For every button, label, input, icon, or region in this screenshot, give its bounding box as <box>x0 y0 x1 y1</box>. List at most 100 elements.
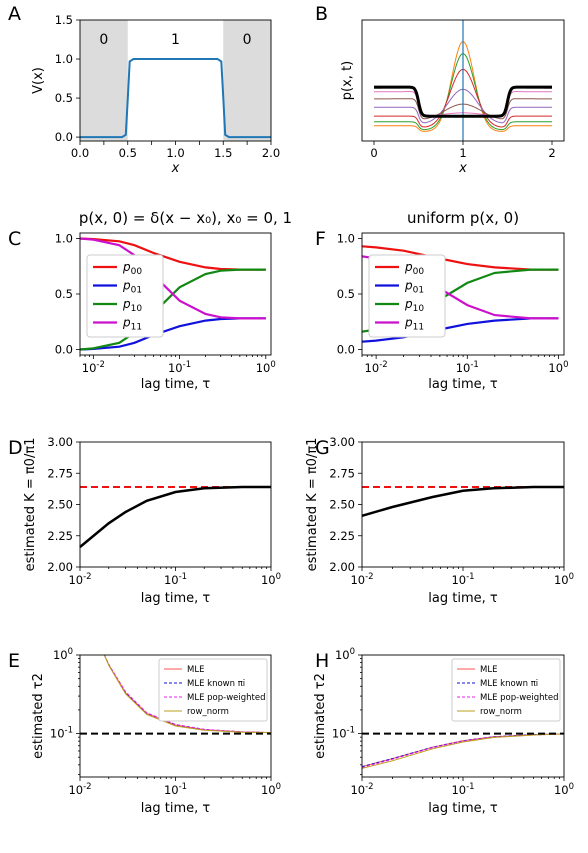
x-tick-label: 2 <box>548 146 555 160</box>
x-axis-label: lag time, τ <box>428 591 498 606</box>
potential-curve <box>80 58 271 139</box>
legend-box <box>368 254 446 338</box>
legend-entry: MLE known πi <box>187 679 245 689</box>
y-tick-label: 1.0 <box>55 232 73 246</box>
legend-entry: p00 <box>122 260 142 277</box>
y-axis-label: estimated K = π0/π1 <box>305 438 320 572</box>
steady-state-curve <box>374 85 552 118</box>
legend-entry: row_norm <box>187 707 229 717</box>
plot-frame <box>361 441 565 568</box>
panel-title: uniform p(x, 0) <box>407 209 519 227</box>
y-axis-label: estimated τ2 <box>313 673 328 759</box>
series-p11 <box>79 237 266 320</box>
x-tick-label: 10-2 <box>68 782 91 797</box>
panel-b: 0 1 2 x p(x, t) B <box>315 3 565 176</box>
series-line <box>362 733 564 769</box>
y-tick-label: 3.00 <box>47 435 73 449</box>
x-tick-label: 100 <box>554 782 574 797</box>
y-axis-label: estimated τ2 <box>31 673 46 759</box>
x-axis-label: lag time, τ <box>141 801 211 816</box>
legend-entry: MLE known πi <box>480 679 538 689</box>
y-tick-label: 1.5 <box>55 13 73 27</box>
panel-label-a: A <box>8 3 21 25</box>
panel-title: p(x, 0) = δ(x − x₀), x₀ = 0, 1 <box>79 209 292 227</box>
x-tick-label: 100 <box>256 360 276 375</box>
series-group <box>362 733 564 769</box>
shaded-region <box>223 20 271 141</box>
legend-entry: MLE pop-weighted <box>480 693 558 703</box>
x-axis-label: lag time, τ <box>141 591 211 606</box>
y-tick-label: 2.50 <box>47 498 73 512</box>
x-tick-label: 10-2 <box>365 360 388 375</box>
legend-entry: row_norm <box>480 707 522 717</box>
x-tick-label: 10-2 <box>350 782 373 797</box>
panel-g: 10-2 10-1 100 2.00 2.25 2.50 2.75 3.00 lag time,… <box>305 435 574 606</box>
series-line <box>362 733 564 768</box>
panel-label-g: G <box>315 437 330 459</box>
y-tick-label: 2.25 <box>329 529 355 543</box>
x-axis-label: lag time, τ <box>428 377 498 392</box>
x-tick-label: 100 <box>548 360 568 375</box>
panel-h: 10-2 10-1 100 10-1 100 lag time, τ estimated τ… <box>313 647 574 816</box>
x-tick-label: 1 <box>459 146 466 160</box>
y-tick-label: 0.0 <box>55 342 73 356</box>
x-tick-label: 1.0 <box>166 146 184 160</box>
y-tick-label: 3.00 <box>329 435 355 449</box>
panel-label-b: B <box>315 3 328 25</box>
x-tick-label: 10-1 <box>451 572 474 587</box>
y-tick-label: 2.00 <box>329 560 355 574</box>
x-tick-label: 100 <box>554 572 574 587</box>
region-label: 0 <box>99 32 108 48</box>
legend-entry: MLE <box>187 665 204 675</box>
panel-label-e: E <box>8 650 20 672</box>
legend-entry: p10 <box>404 297 424 314</box>
y-tick-label: 10-1 <box>332 726 355 741</box>
panel-f: 10-2 10-1 100 0.0 0.5 1.0 lag time, τ uniform p… <box>315 209 568 392</box>
series-line <box>362 733 564 768</box>
y-axis-label: estimated K = π0/π1 <box>23 438 38 572</box>
y-tick-label: 2.75 <box>329 466 355 480</box>
panel-label-h: H <box>315 650 329 672</box>
y-tick-label: 1.0 <box>337 232 355 246</box>
x-tick-label: 10-1 <box>456 360 479 375</box>
y-tick-label: 0.5 <box>337 287 355 301</box>
panel-c: 10-2 10-1 100 0.0 0.5 1.0 lag time, τ p(x, 0) =… <box>8 209 292 392</box>
y-tick-label: 0.0 <box>55 130 73 144</box>
x-tick-label: 0.5 <box>119 146 137 160</box>
panel-label-c: C <box>8 228 21 250</box>
legend-box <box>158 658 268 722</box>
x-axis-label: lag time, τ <box>141 377 211 392</box>
series-p10 <box>79 268 266 351</box>
y-tick-label: 1.0 <box>55 52 73 66</box>
panel-d: 10-2 10-1 100 2.00 2.25 2.50 2.75 3.00 lag time,… <box>8 435 281 606</box>
series-line <box>362 733 564 768</box>
x-tick-label: 1.5 <box>214 146 232 160</box>
x-axis-label: x <box>458 161 467 176</box>
y-tick-label: 2.00 <box>47 560 73 574</box>
x-axis-label: lag time, τ <box>428 801 498 816</box>
legend-entry: p10 <box>122 297 142 314</box>
legend-entry: p01 <box>122 279 142 296</box>
y-tick-label: 2.75 <box>47 466 73 480</box>
panel-label-f: F <box>315 228 326 250</box>
x-axis-label: x <box>171 161 180 176</box>
x-tick-label: 10-1 <box>164 572 187 587</box>
y-tick-label: 0.0 <box>337 342 355 356</box>
legend-entry: MLE pop-weighted <box>187 693 265 703</box>
y-tick-label: 0.5 <box>55 91 73 105</box>
legend-entry: p11 <box>404 316 424 333</box>
estimate-curve <box>361 485 564 518</box>
y-tick-label: 100 <box>53 647 73 662</box>
x-tick-label: 10-1 <box>164 782 187 797</box>
x-tick-label: 10-1 <box>451 782 474 797</box>
panel-e: 10-2 10-1 100 10-1 100 lag time, τ estimated τ… <box>8 647 281 816</box>
legend-entry: MLE <box>480 665 497 675</box>
legend-box <box>451 658 561 722</box>
x-tick-label: 0 <box>370 146 377 160</box>
y-axis-label: V(x) <box>31 67 46 94</box>
x-tick-label: 10-1 <box>168 360 191 375</box>
region-label: 0 <box>243 32 252 48</box>
y-tick-label: 2.25 <box>47 529 73 543</box>
plot-frame <box>79 441 272 568</box>
